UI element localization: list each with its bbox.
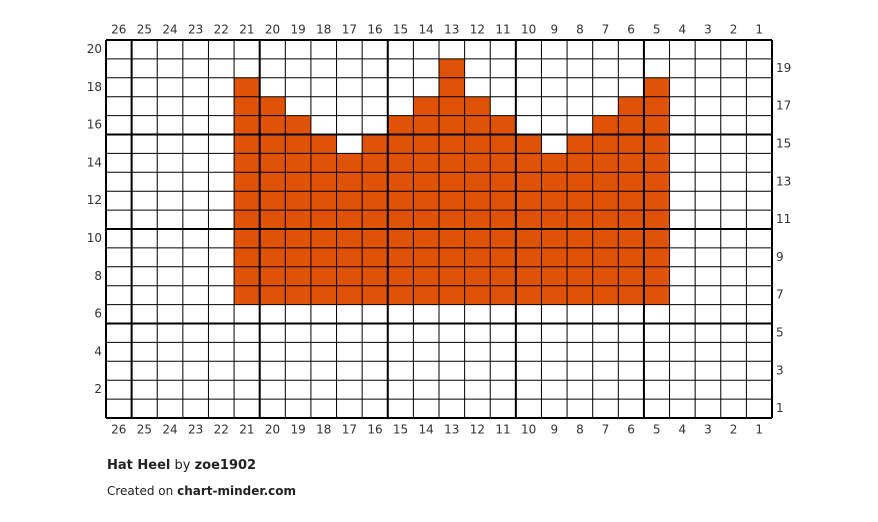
column-label: 16	[367, 23, 382, 37]
column-label: 6	[627, 23, 635, 37]
column-label: 2	[730, 23, 738, 37]
column-label: 11	[495, 423, 510, 437]
row-label: 14	[87, 155, 102, 169]
column-label: 1	[755, 423, 763, 437]
column-label: 5	[653, 23, 661, 37]
column-label: 7	[602, 423, 610, 437]
row-label: 18	[87, 80, 102, 94]
filled-column	[515, 134, 542, 305]
row-label: 5	[776, 325, 784, 339]
column-label: 22	[214, 23, 229, 37]
column-label: 19	[290, 23, 305, 37]
column-label: 13	[444, 423, 459, 437]
column-label: 8	[576, 23, 584, 37]
column-label: 14	[419, 423, 434, 437]
column-label: 16	[367, 423, 382, 437]
row-label: 7	[776, 288, 784, 302]
row-label: 13	[776, 174, 791, 188]
row-label: 1	[776, 401, 784, 415]
column-label: 19	[290, 423, 305, 437]
filled-column	[413, 96, 439, 305]
credit-line: Created on chart-minder.com	[107, 484, 296, 498]
row-label: 17	[776, 99, 791, 113]
column-label: 10	[521, 23, 536, 37]
column-label: 13	[444, 23, 459, 37]
row-label: 12	[87, 193, 102, 207]
column-label: 23	[188, 23, 203, 37]
column-label: 18	[316, 23, 331, 37]
column-label: 3	[704, 23, 712, 37]
chart-title-line: Hat Heel by zoe1902	[107, 458, 256, 473]
knitting-chart: 2626252524242323222221212020191918181717…	[87, 23, 792, 437]
filled-column	[259, 96, 286, 305]
by-text: by	[174, 458, 191, 473]
column-label: 24	[162, 423, 177, 437]
column-label: 9	[550, 423, 558, 437]
column-label: 21	[239, 423, 254, 437]
column-label: 4	[679, 23, 687, 37]
column-label: 21	[239, 23, 254, 37]
column-label: 17	[342, 423, 357, 437]
filled-column	[618, 96, 644, 305]
column-label: 25	[137, 423, 152, 437]
column-label: 20	[265, 423, 280, 437]
filled-column	[310, 134, 337, 305]
site-link[interactable]: chart-minder.com	[177, 484, 296, 498]
column-label: 11	[495, 23, 510, 37]
column-label: 26	[111, 23, 126, 37]
column-label: 2	[730, 423, 738, 437]
chart-title: Hat Heel	[107, 458, 171, 473]
column-label: 1	[755, 23, 763, 37]
filled-column	[567, 134, 593, 305]
row-label: 11	[776, 212, 791, 226]
row-label: 20	[87, 42, 102, 56]
column-label: 17	[342, 23, 357, 37]
column-label: 23	[188, 423, 203, 437]
row-label: 4	[94, 344, 102, 358]
column-label: 15	[393, 23, 408, 37]
column-label: 24	[162, 23, 177, 37]
column-label: 10	[521, 423, 536, 437]
column-label: 12	[470, 23, 485, 37]
row-label: 2	[94, 382, 102, 396]
column-label: 12	[470, 423, 485, 437]
row-label: 8	[94, 269, 102, 283]
column-label: 5	[653, 423, 661, 437]
row-label: 19	[776, 61, 791, 75]
column-label: 15	[393, 423, 408, 437]
column-label: 26	[111, 423, 126, 437]
column-label: 6	[627, 423, 635, 437]
column-label: 9	[550, 23, 558, 37]
column-label: 7	[602, 23, 610, 37]
column-label: 18	[316, 423, 331, 437]
filled-column	[439, 58, 465, 305]
column-label: 8	[576, 423, 584, 437]
column-label: 25	[137, 23, 152, 37]
row-label: 15	[776, 136, 791, 150]
filled-column	[464, 96, 491, 305]
author[interactable]: zoe1902	[194, 458, 257, 473]
column-label: 14	[419, 23, 434, 37]
credit-text: Created on	[107, 484, 174, 498]
row-label: 3	[776, 363, 784, 377]
row-label: 9	[776, 250, 784, 264]
column-label: 3	[704, 423, 712, 437]
column-label: 22	[214, 423, 229, 437]
filled-column	[362, 134, 388, 305]
row-label: 16	[87, 118, 102, 132]
row-label: 10	[87, 231, 102, 245]
row-label: 6	[94, 307, 102, 321]
column-label: 20	[265, 23, 280, 37]
column-label: 4	[679, 423, 687, 437]
